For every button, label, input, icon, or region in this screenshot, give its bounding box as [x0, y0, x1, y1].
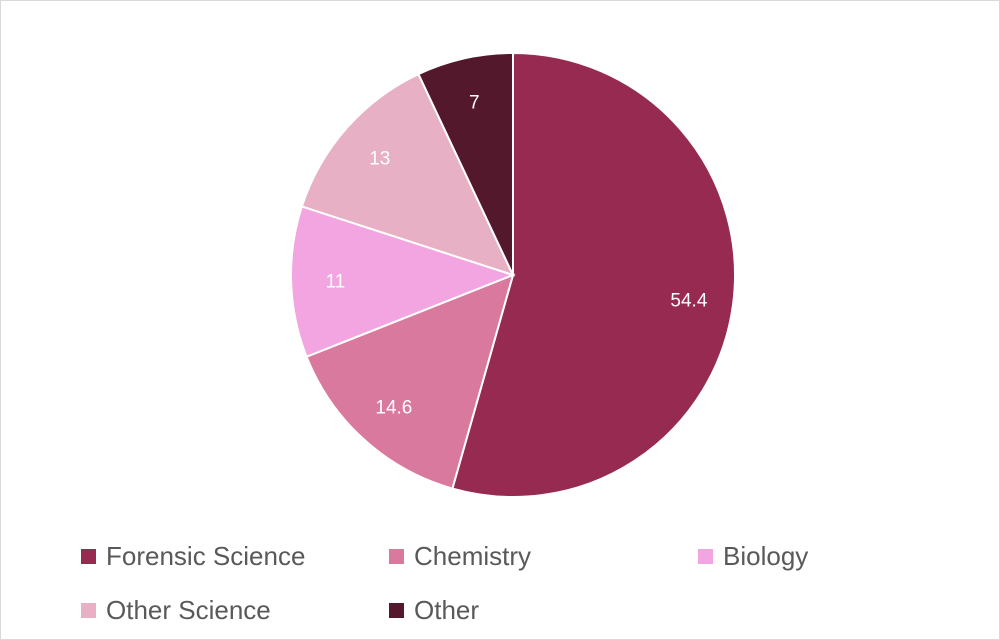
legend-swatch: [81, 603, 96, 618]
pie-slice-biology: [290, 205, 516, 359]
legend-swatch: [389, 603, 404, 618]
data-label: 7: [469, 93, 480, 114]
legend-item: Biology: [698, 541, 808, 572]
legend-swatch: [81, 549, 96, 564]
legend-label: Biology: [723, 541, 809, 571]
legend-label: Forensic Science: [106, 541, 306, 571]
legend-swatch: [389, 549, 404, 564]
legend-item: Other: [389, 595, 479, 626]
pie-slice-forensic-science: [451, 51, 736, 498]
legend-label: Chemistry: [414, 541, 532, 571]
legend-item: Chemistry: [389, 541, 531, 572]
legend-item: Other Science: [81, 595, 271, 626]
legend-label: Other Science: [106, 595, 271, 625]
data-label: 11: [326, 272, 346, 293]
legend-label: Other: [414, 595, 480, 625]
pie-slice-other-science: [300, 72, 515, 277]
data-label: 14.6: [375, 398, 412, 419]
legend-item: Forensic Science: [81, 541, 305, 572]
pie-slice-chemistry: [305, 273, 515, 490]
pie-slice-other: [417, 51, 514, 276]
legend-swatch: [698, 549, 713, 564]
data-label: 54.4: [670, 290, 707, 311]
data-label: 13: [369, 149, 390, 170]
